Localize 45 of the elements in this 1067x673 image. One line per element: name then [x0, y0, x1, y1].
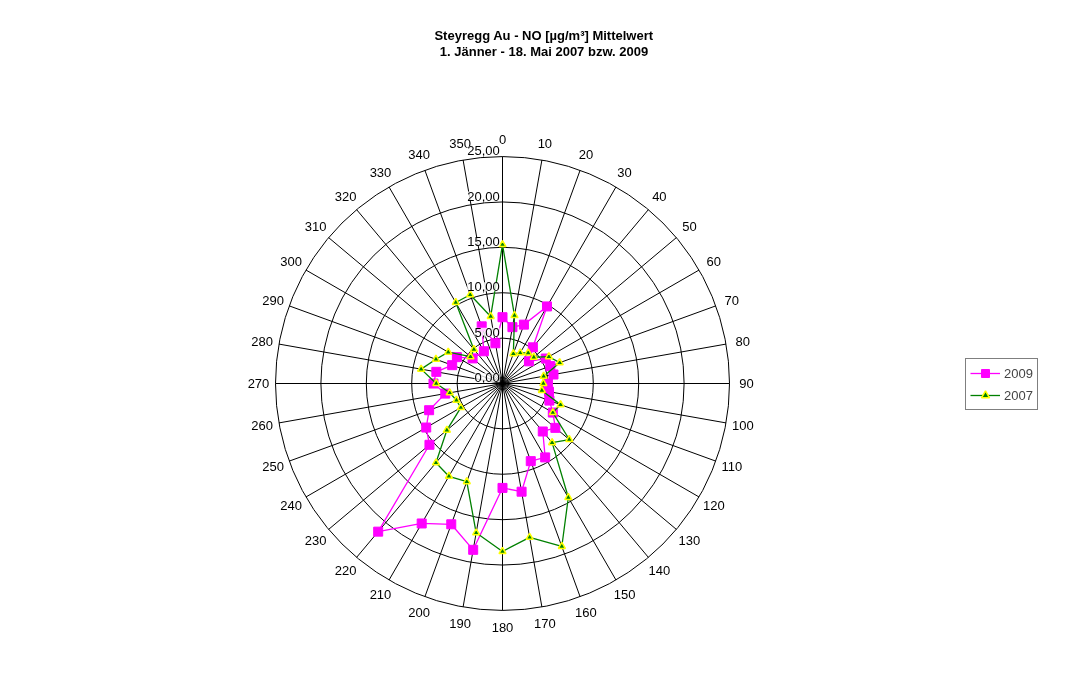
spoke-label: 120 — [702, 498, 725, 514]
spoke-label: 310 — [304, 219, 327, 235]
y-tick-label: 20,00 — [467, 188, 500, 204]
spoke-label: 30 — [617, 164, 632, 180]
spoke-label: 320 — [334, 189, 357, 205]
spoke-label: 100 — [731, 418, 754, 434]
y-tick-label: 15,00 — [467, 233, 500, 249]
spoke-label: 130 — [678, 532, 701, 548]
spoke-label: 230 — [304, 532, 327, 548]
y-tick-label: 0,00 — [474, 370, 500, 386]
spoke-label: 180 — [491, 620, 514, 636]
spoke-label: 140 — [648, 562, 671, 578]
spoke-label: 290 — [262, 292, 285, 308]
spoke-label: 70 — [724, 292, 740, 308]
chart-subtitle: 1. Jänner - 18. Mai 2007 bzw. 2009 — [439, 44, 649, 59]
spoke-label: 150 — [613, 587, 636, 603]
spoke-label: 40 — [652, 189, 667, 205]
spoke-label: 350 — [449, 135, 471, 151]
spoke-label: 220 — [334, 562, 357, 578]
spoke-label: 10 — [537, 135, 553, 151]
spoke-label: 300 — [280, 253, 303, 269]
legend-label: 2009 — [1004, 365, 1033, 381]
spoke-label: 160 — [575, 605, 597, 621]
spoke-label: 240 — [280, 498, 303, 514]
spoke-label: 90 — [739, 376, 754, 391]
spoke-label: 50 — [682, 219, 697, 235]
spoke-label: 270 — [247, 376, 270, 391]
spoke-label: 60 — [706, 253, 722, 269]
legend-label: 2007 — [1004, 387, 1033, 403]
spoke-label: 250 — [262, 459, 285, 475]
spoke-label: 330 — [369, 164, 392, 180]
spoke-label: 110 — [721, 459, 743, 475]
spoke-label: 20 — [578, 146, 594, 162]
y-tick-label: 10,00 — [467, 279, 500, 295]
chart-title: Steyregg Au - NO [µg/m³] Mittelwert — [434, 28, 654, 43]
spoke-label: 200 — [408, 605, 430, 621]
spoke-label: 0 — [498, 131, 507, 147]
spoke-label: 340 — [408, 146, 430, 162]
spoke-label: 280 — [251, 333, 274, 349]
spoke-label: 210 — [369, 587, 392, 603]
spoke-label: 190 — [449, 616, 471, 632]
spoke-label: 170 — [534, 616, 556, 632]
spoke-label: 260 — [251, 418, 274, 434]
y-tick-label: 5,00 — [474, 324, 500, 340]
spoke-label: 80 — [735, 333, 751, 349]
